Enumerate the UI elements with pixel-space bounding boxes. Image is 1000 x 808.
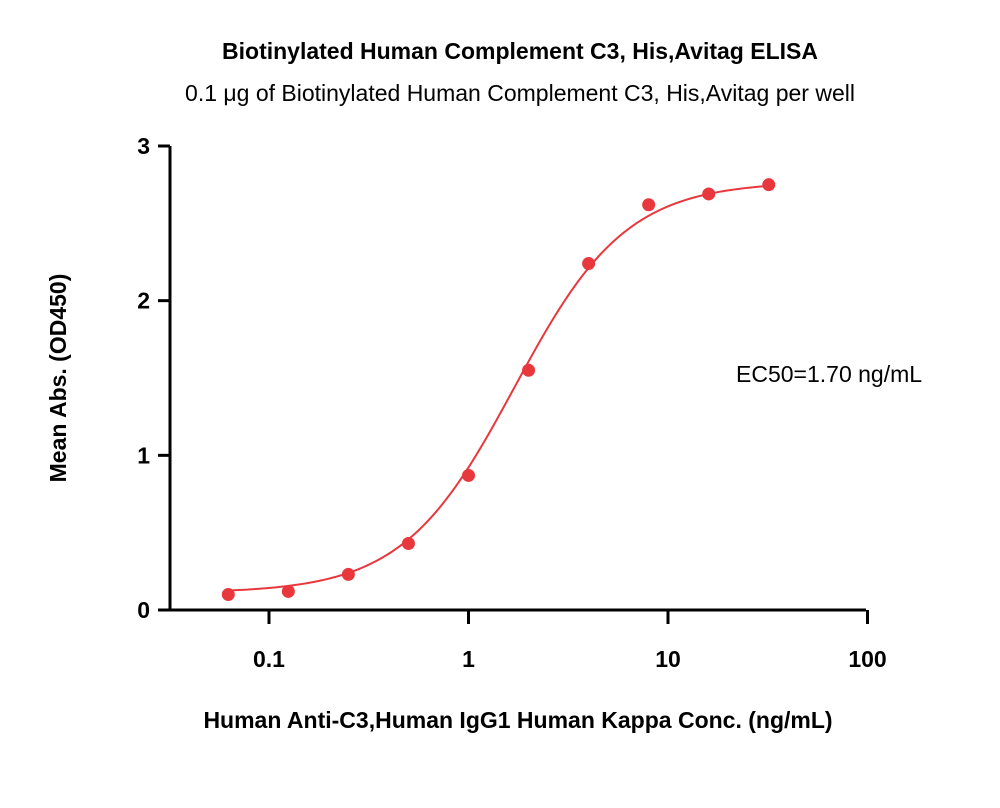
data-point <box>341 567 355 581</box>
chart-subtitle: 0.1 μg of Biotinylated Human Complement … <box>185 80 855 106</box>
x-tick-label: 10 <box>655 646 681 672</box>
x-axis-label: Human Anti-C3,Human IgG1 Human Kappa Con… <box>203 707 832 733</box>
x-tick-label: 1 <box>462 646 475 672</box>
data-point <box>281 584 295 598</box>
data-point <box>401 536 415 550</box>
data-point <box>642 198 656 212</box>
data-point <box>762 178 776 192</box>
data-points-layer <box>221 178 776 602</box>
y-tick-label: 3 <box>137 133 150 159</box>
y-tick-label: 2 <box>137 288 150 314</box>
axes: 0 1 2 3 0.1 1 10 100 <box>137 133 886 672</box>
ec50-annotation: EC50=1.70 ng/mL <box>736 361 922 387</box>
data-point <box>582 257 596 271</box>
x-tick-label: 0.1 <box>253 646 285 672</box>
x-tick-label: 100 <box>848 646 886 672</box>
data-point <box>522 363 536 377</box>
data-point <box>221 588 235 602</box>
chart-title: Biotinylated Human Complement C3, His,Av… <box>222 38 818 64</box>
fit-curve <box>228 184 769 592</box>
fit-curve-layer <box>228 184 769 592</box>
y-axis-label: Mean Abs. (OD450) <box>45 274 71 483</box>
data-point <box>462 468 475 482</box>
y-tick-label: 1 <box>137 442 150 468</box>
data-point <box>702 187 716 201</box>
y-tick-label: 0 <box>137 597 150 623</box>
